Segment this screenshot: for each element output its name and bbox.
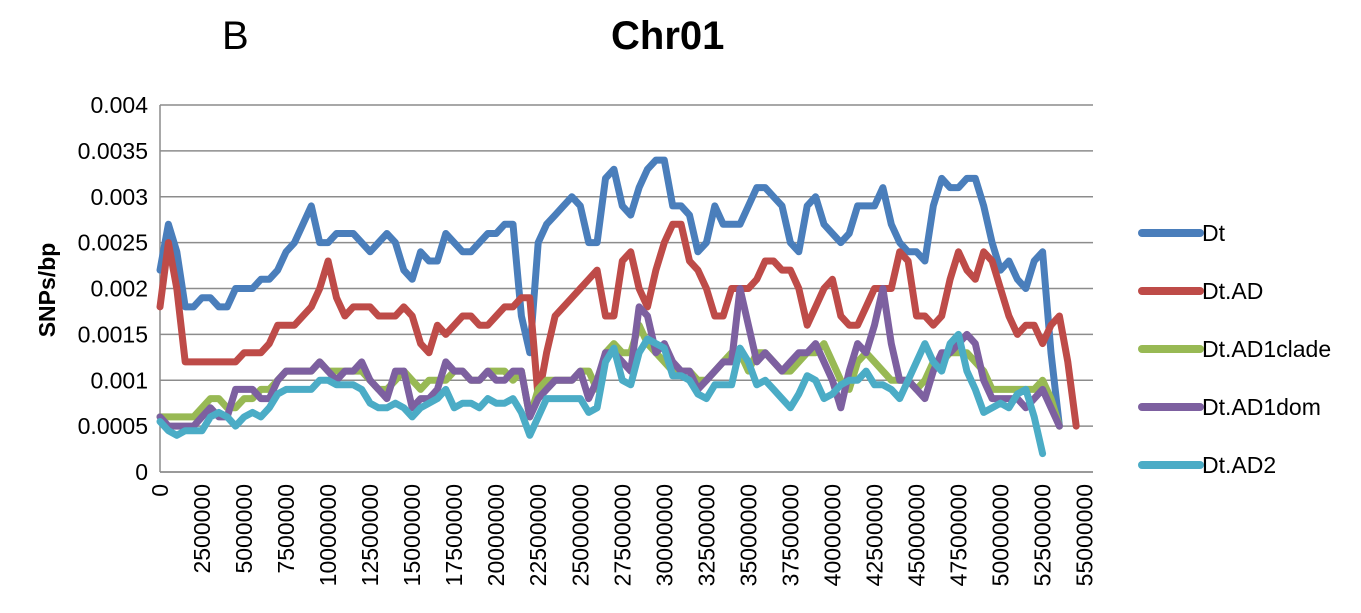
y-tick-label: 0.001 — [90, 367, 148, 393]
series-line-dt — [156, 156, 1063, 430]
legend-entry: Dt.AD2 — [1202, 452, 1276, 478]
x-tick-label: 12500000 — [357, 484, 383, 586]
legend-entry: Dt — [1202, 220, 1226, 246]
x-tick-label: 37500000 — [777, 484, 803, 586]
x-tick-label: 25000000 — [567, 484, 593, 586]
x-tick-label: 42500000 — [861, 484, 887, 586]
y-tick-label: 0.002 — [90, 276, 148, 302]
x-tick-label: 2500000 — [189, 484, 215, 574]
x-tick-label: 27500000 — [609, 484, 635, 586]
y-tick-label: 0.004 — [90, 92, 148, 118]
y-tick-label: 0.0015 — [78, 321, 148, 347]
x-tick-label: 20000000 — [483, 484, 509, 586]
gridlines — [160, 104, 1093, 473]
x-tick-label: 40000000 — [819, 484, 845, 586]
x-tick-label: 15000000 — [399, 484, 425, 586]
y-tick-label: 0.0025 — [78, 230, 148, 256]
x-tick-label: 45000000 — [903, 484, 929, 586]
series-lines — [156, 156, 1080, 458]
x-tick-label: 50000000 — [988, 484, 1014, 586]
y-tick-labels: 0 0.0005 0.001 0.0015 0.002 0.0025 0.003 0.0035… — [78, 92, 149, 485]
legend-entry: Dt.AD1dom — [1202, 394, 1321, 420]
x-tick-label: 35000000 — [735, 484, 761, 586]
y-tick-label: 0.003 — [90, 184, 148, 210]
x-tick-label: 7500000 — [273, 484, 299, 574]
x-tick-labels: 0 2500000 5000000 7500000 10000000 12500000 15… — [147, 484, 1098, 586]
x-tick-label: 55000000 — [1072, 484, 1098, 586]
x-tick-label: 32500000 — [693, 484, 719, 586]
legend-entry: Dt.AD1clade — [1202, 336, 1331, 362]
legend-entry: Dt.AD — [1202, 278, 1263, 304]
x-tick-label: 0 — [147, 484, 173, 497]
x-tick-label: 5000000 — [231, 484, 257, 574]
x-tick-label: 10000000 — [315, 484, 341, 586]
x-tick-label: 30000000 — [651, 484, 677, 586]
x-tick-label: 47500000 — [946, 484, 972, 586]
y-tick-label: 0.0005 — [78, 413, 148, 439]
chart-title: Chr01 — [611, 14, 725, 58]
y-tick-label: 0.0035 — [78, 138, 148, 164]
panel-letter: B — [222, 14, 249, 58]
series-line-dt-ad2 — [156, 330, 1047, 458]
series-line-dt-ad — [156, 220, 1080, 430]
x-tick-label: 17500000 — [441, 484, 467, 586]
y-axis-label: SNPs/bp — [34, 243, 60, 338]
legend: Dt Dt.AD Dt.AD1clade Dt.AD1dom Dt.AD2 — [1138, 220, 1331, 478]
x-tick-label: 22500000 — [525, 484, 551, 586]
y-tick-label: 0 — [135, 459, 148, 485]
x-tick-label: 52500000 — [1030, 484, 1056, 586]
